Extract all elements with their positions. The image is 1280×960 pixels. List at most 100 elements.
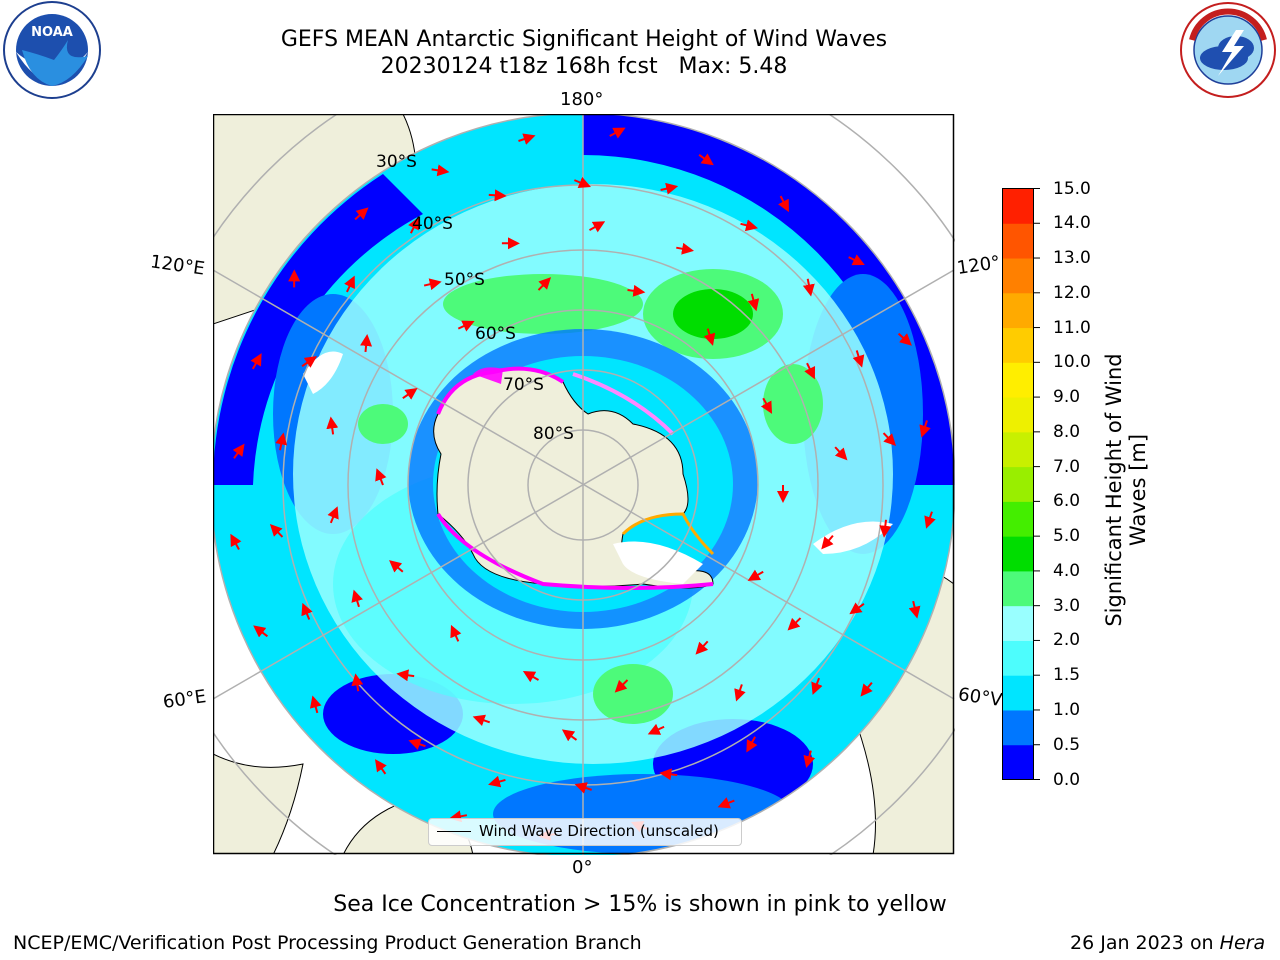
colorbar-segment <box>1003 466 1033 502</box>
wind-wave-arrows <box>230 127 936 841</box>
wave-direction-arrow <box>457 320 475 332</box>
wave-direction-arrow <box>804 362 816 380</box>
wave-direction-arrow <box>230 533 242 550</box>
wave-direction-arrow <box>408 217 419 234</box>
wave-direction-arrow <box>627 284 646 297</box>
lon-label-120e: 120°E <box>148 251 206 280</box>
wave-direction-arrow <box>803 750 816 769</box>
colorbar-segment <box>1003 223 1033 259</box>
colorbar-tick-label: 1.0 <box>1053 699 1081 720</box>
wave-direction-arrow <box>450 624 462 642</box>
date-prefix: 26 Jan 2023 on <box>1070 932 1220 954</box>
lon-label-0: 0° <box>572 857 593 878</box>
colorbar-segment <box>1003 327 1033 363</box>
lat-label-50s: 50°S <box>444 270 485 290</box>
wave-direction-arrow <box>522 671 539 683</box>
colorbar-segment <box>1003 188 1033 224</box>
wave-direction-arrow <box>882 432 897 447</box>
wave-direction-arrow <box>561 729 578 742</box>
wave-direction-arrow <box>609 127 626 139</box>
wave-direction-arrow <box>423 278 442 291</box>
colorbar-segment <box>1003 292 1033 329</box>
lat-label-40s: 40°S <box>412 214 453 234</box>
colorbar-segment <box>1003 640 1033 676</box>
wave-direction-arrow <box>703 328 716 346</box>
wave-direction-arrow <box>647 723 665 735</box>
wave-direction-arrow <box>802 278 815 297</box>
lat-label-80s: 80°S <box>533 424 574 444</box>
colorbar-label: Significant Height of Wind Waves [m] <box>1102 340 1150 640</box>
colorbar-segment <box>1003 605 1033 641</box>
wave-direction-arrow <box>897 332 912 346</box>
wave-direction-arrow <box>660 182 679 195</box>
colorbar-tick-label: 10.0 <box>1053 352 1091 373</box>
credit-text: NCEP/EMC/Verification Post Processing Pr… <box>13 932 642 954</box>
wave-direction-arrow <box>232 443 245 459</box>
colorbar-tick-label: 8.0 <box>1053 421 1081 442</box>
colorbar-tick-label: 6.0 <box>1053 491 1081 512</box>
wave-direction-arrow <box>250 353 262 370</box>
colorbar-tick-label: 13.0 <box>1053 248 1091 269</box>
legend-text: Wind Wave Direction (unscaled) <box>479 822 719 840</box>
lat-label-60s: 60°S <box>475 324 516 344</box>
wave-direction-arrow <box>301 356 317 368</box>
wave-direction-arrow <box>659 768 678 781</box>
colorbar-tick-label: 12.0 <box>1053 282 1091 303</box>
map-legend: Wind Wave Direction (unscaled) <box>428 818 742 846</box>
nws-logo <box>1180 2 1276 98</box>
colorbar <box>1002 188 1040 780</box>
wave-direction-arrow <box>354 207 369 221</box>
wave-direction-arrow <box>879 519 892 538</box>
wave-direction-arrow <box>472 714 491 727</box>
wave-direction-arrow <box>253 625 269 638</box>
svg-text:NOAA: NOAA <box>31 25 73 40</box>
colorbar-label-line1: Significant Height of Wind <box>1102 353 1126 627</box>
wave-direction-arrow <box>787 617 802 631</box>
wave-direction-arrow <box>834 446 848 461</box>
wave-direction-arrow <box>734 684 746 702</box>
colorbar-segment <box>1003 709 1033 746</box>
wave-direction-arrow <box>746 736 758 753</box>
wave-direction-arrow <box>676 242 695 255</box>
wave-direction-arrow <box>849 602 865 615</box>
colorbar-tick-label: 2.0 <box>1053 630 1081 651</box>
lat-label-30s: 30°S <box>376 152 417 172</box>
colorbar-segment <box>1003 744 1033 780</box>
colorbar-tick-label: 0.0 <box>1053 769 1081 790</box>
wave-direction-arrow <box>778 195 789 213</box>
wave-direction-arrow <box>924 511 936 529</box>
wave-direction-arrow <box>518 133 536 145</box>
wave-direction-arrow <box>449 810 468 823</box>
wave-direction-arrow <box>374 759 387 775</box>
colorbar-tick-label: 4.0 <box>1053 560 1081 581</box>
wave-direction-arrow <box>860 681 873 697</box>
wave-direction-arrow <box>396 669 415 682</box>
wave-direction-arrow <box>408 738 426 750</box>
wave-direction-arrow <box>488 775 506 788</box>
wave-direction-arrow <box>695 640 709 655</box>
lon-label-120w: 120° <box>955 252 1002 279</box>
machine-name: Hera <box>1219 932 1266 954</box>
wave-direction-arrow <box>740 219 758 232</box>
colorbar-segment <box>1003 258 1033 294</box>
wave-direction-arrow <box>326 416 339 435</box>
colorbar-segment <box>1003 362 1033 398</box>
sea-ice-note: Sea Ice Concentration > 15% is shown in … <box>333 892 947 917</box>
wave-direction-arrow <box>344 275 355 293</box>
wave-direction-arrow <box>351 589 363 608</box>
wave-direction-arrow <box>431 164 450 177</box>
colorbar-tick-label: 9.0 <box>1053 387 1081 408</box>
date-text: 26 Jan 2023 on Hera <box>1070 932 1265 954</box>
wave-direction-arrow <box>747 569 764 581</box>
noaa-logo: NOAA <box>3 1 101 99</box>
wave-direction-arrow <box>389 560 404 573</box>
wave-direction-arrow <box>848 254 865 266</box>
wave-direction-arrow <box>402 387 418 400</box>
wave-direction-arrow <box>747 293 760 312</box>
chart-title: GEFS MEAN Antarctic Significant Height o… <box>280 27 888 52</box>
legend-line-sample <box>437 831 471 832</box>
wave-direction-arrow <box>275 432 288 451</box>
polar-map <box>213 114 955 855</box>
wave-direction-arrow <box>760 397 773 414</box>
wave-direction-arrow <box>908 600 921 619</box>
